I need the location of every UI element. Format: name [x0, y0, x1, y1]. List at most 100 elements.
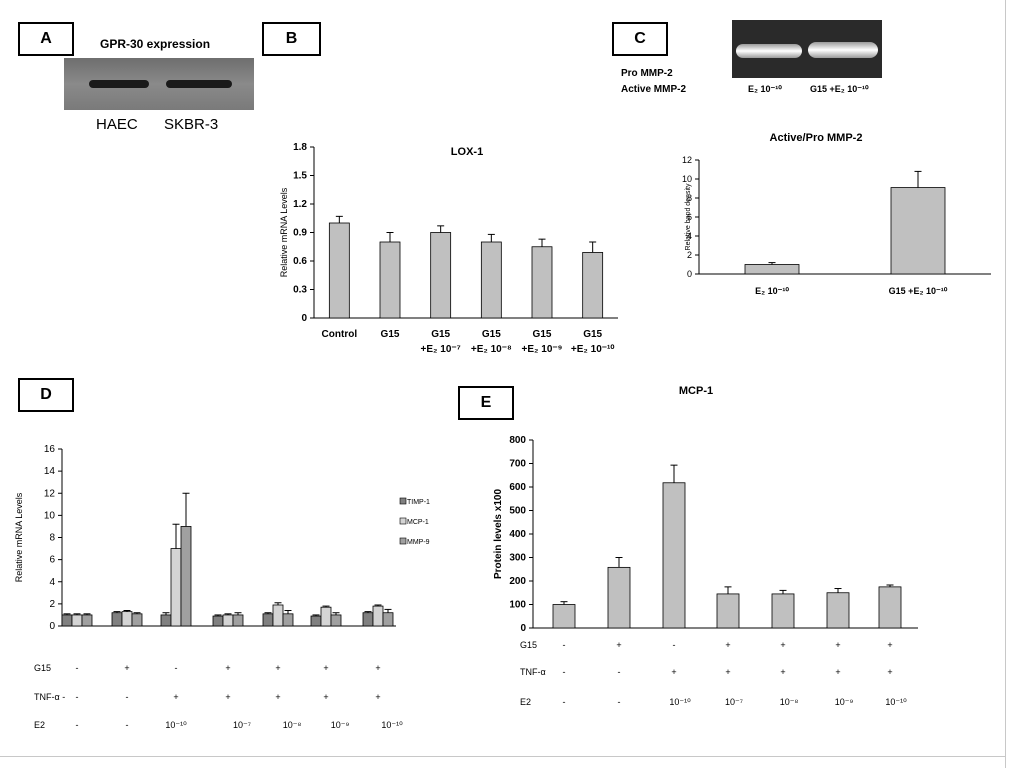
bar — [121, 611, 133, 627]
x-tick-label: +E₂ 10⁻⁷ — [421, 344, 461, 355]
condition-value: + — [725, 640, 730, 650]
y-tick-label: 2 — [49, 599, 55, 610]
y-axis-label: Protein levels x100 — [493, 489, 504, 579]
x-tick-label: G15 — [583, 329, 602, 340]
bar — [272, 604, 284, 627]
y-axis-label: Relative band density — [685, 183, 692, 250]
condition-value: 10⁻⁹ — [331, 720, 350, 730]
condition-value: - — [76, 663, 79, 673]
bar — [890, 187, 946, 275]
page-border-right — [1005, 0, 1006, 768]
condition-value: - — [175, 663, 178, 673]
condition-value: 10⁻⁸ — [283, 720, 302, 730]
y-tick-label: 1.2 — [293, 199, 307, 210]
condition-value: + — [225, 663, 230, 673]
x-tick-label: G15 — [533, 329, 552, 340]
bar — [160, 614, 172, 627]
bar — [662, 482, 686, 629]
condition-value: 10⁻¹⁰ — [885, 697, 907, 707]
x-tick-label: G15 — [482, 329, 501, 340]
condition-value: + — [124, 663, 129, 673]
bar — [607, 566, 631, 629]
condition-value: - — [618, 667, 621, 677]
condition-value: + — [780, 640, 785, 650]
bar — [180, 526, 192, 627]
condition-value: - — [618, 697, 621, 707]
bar — [71, 614, 83, 627]
bar — [826, 592, 850, 629]
bar — [232, 614, 244, 627]
condition-value: 10⁻¹⁰ — [381, 720, 403, 730]
condition-value: + — [275, 692, 280, 702]
x-tick-label: G15 — [431, 329, 450, 340]
bar — [362, 612, 374, 627]
panel-label-c: C — [612, 22, 668, 56]
page-border-bottom — [0, 756, 1006, 757]
chart-title: Active/Pro MMP-2 — [770, 132, 863, 144]
legend-label: TIMP-1 — [407, 499, 430, 506]
bar — [131, 613, 143, 627]
blot-a-lane-label: SKBR-3 — [164, 116, 219, 133]
x-tick-label: Control — [322, 329, 358, 340]
y-tick-label: 4 — [687, 231, 692, 241]
condition-value: + — [616, 640, 621, 650]
y-tick-label: 800 — [509, 435, 526, 446]
panel-label-a: A — [18, 22, 74, 56]
bar — [328, 222, 350, 319]
y-tick-label: 10 — [44, 510, 56, 521]
condition-value: - — [563, 697, 566, 707]
bar — [480, 241, 502, 319]
zymogram-band-label: Active MMP-2 — [621, 84, 687, 95]
condition-value: + — [725, 667, 730, 677]
x-tick-label: +E₂ 10⁻¹⁰ — [571, 344, 614, 355]
chart-title: LOX-1 — [451, 146, 483, 158]
legend-label: MCP-1 — [407, 519, 429, 526]
y-tick-label: 10 — [682, 174, 692, 184]
blot-a-image — [64, 58, 254, 110]
condition-value: + — [375, 692, 380, 702]
bar — [222, 614, 234, 627]
y-tick-label: 12 — [682, 155, 692, 165]
condition-value: + — [887, 667, 892, 677]
bar — [430, 232, 452, 319]
bar — [382, 612, 394, 627]
zymogram-lane-label: G15 +E₂ 10⁻¹⁰ — [810, 84, 869, 94]
y-tick-label: 1.8 — [293, 142, 307, 153]
y-tick-label: 1.5 — [293, 171, 307, 182]
y-tick-label: 2 — [687, 250, 692, 260]
x-tick-label: E₂ 10⁻¹⁰ — [755, 286, 789, 296]
y-tick-label: 12 — [44, 488, 56, 499]
y-tick-label: 0 — [520, 623, 526, 634]
condition-value: - — [126, 720, 129, 730]
y-tick-label: 600 — [509, 482, 526, 493]
y-tick-label: 8 — [687, 193, 692, 203]
bar — [330, 614, 342, 627]
panel-label-b: B — [262, 22, 321, 56]
condition-value: 10⁻¹⁰ — [669, 697, 691, 707]
bar — [771, 593, 795, 629]
y-tick-label: 6 — [49, 555, 55, 566]
condition-value: - — [76, 692, 79, 702]
condition-value: 10⁻⁹ — [835, 697, 854, 707]
bar — [61, 614, 73, 627]
x-tick-label: G15 — [381, 329, 400, 340]
bar — [716, 593, 740, 629]
condition-label: E2 — [520, 697, 531, 707]
legend-swatch — [399, 517, 407, 525]
condition-value: 10⁻⁸ — [780, 697, 799, 707]
condition-value: - — [673, 640, 676, 650]
blot-a-title: GPR-30 expression — [100, 37, 211, 51]
zymogram-band — [808, 42, 878, 58]
bar — [81, 614, 93, 627]
blot-a-lane-label: HAEC — [96, 116, 138, 133]
condition-label: TNF-α — [520, 667, 546, 677]
condition-value: - — [126, 692, 129, 702]
condition-value: - — [563, 667, 566, 677]
y-tick-label: 0 — [49, 621, 55, 632]
bar — [170, 548, 182, 627]
bar — [111, 612, 123, 627]
condition-value: + — [323, 692, 328, 702]
y-tick-label: 300 — [509, 553, 526, 564]
condition-value: + — [323, 663, 328, 673]
